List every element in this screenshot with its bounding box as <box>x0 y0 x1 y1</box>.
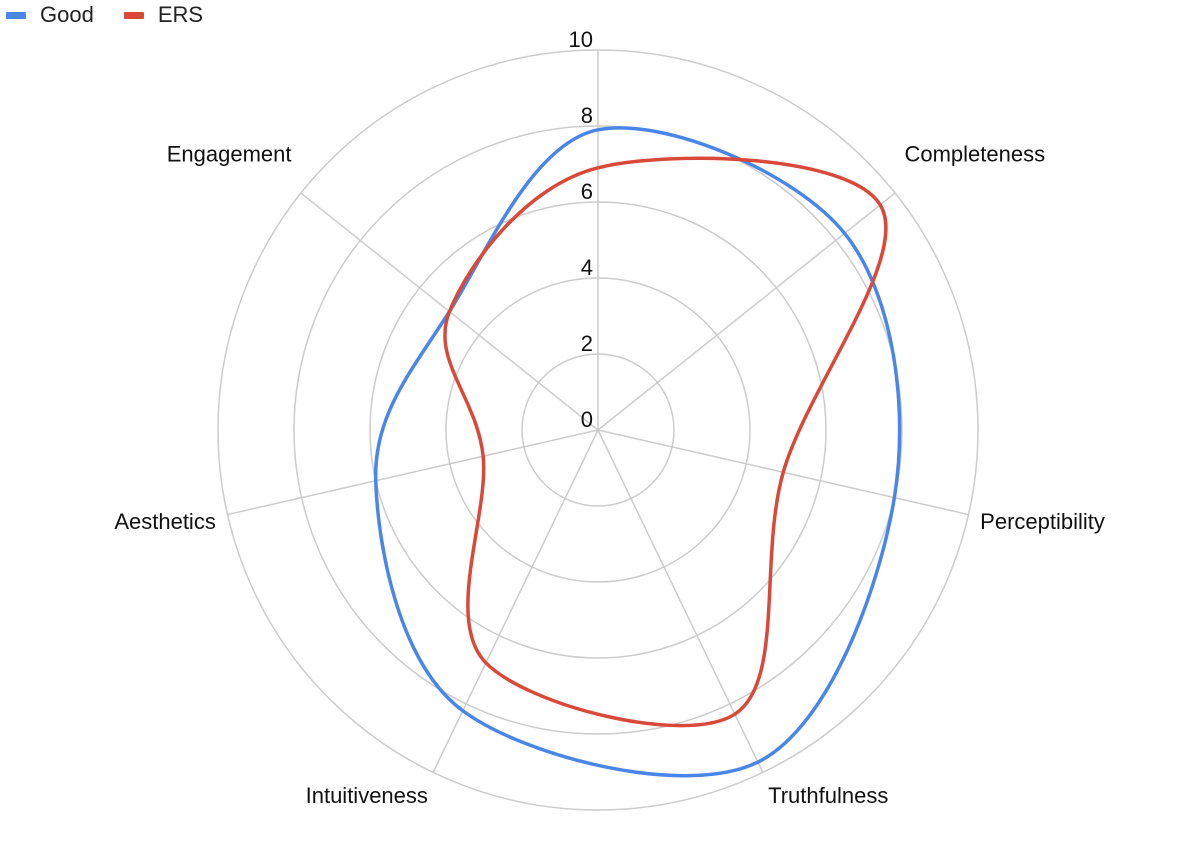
legend-label-good: Good <box>40 2 94 27</box>
spoke-5 <box>227 429 599 516</box>
radial-tick-label-0: 0 <box>581 407 593 432</box>
category-label-engagement: Engagement <box>167 141 292 166</box>
legend: Good ERS <box>6 2 233 28</box>
series-line-good <box>373 126 902 778</box>
series-line-ers <box>443 156 888 728</box>
category-label-aesthetics: Aesthetics <box>114 509 216 534</box>
radial-tick-label-8: 8 <box>581 103 593 128</box>
legend-swatch-ers <box>123 11 144 19</box>
legend-label-ers: ERS <box>157 2 204 27</box>
spoke-4 <box>432 429 599 773</box>
radial-tick-label-2: 2 <box>581 331 593 356</box>
radial-tick-label-4: 4 <box>581 255 593 280</box>
legend-swatch-good <box>6 11 26 19</box>
category-label-intuitiveness: Intuitiveness <box>306 783 428 808</box>
radial-tick-label-6: 6 <box>581 179 593 204</box>
category-label-truthfulness: Truthfulness <box>768 783 888 808</box>
legend-item-ers[interactable]: ERS <box>123 2 204 28</box>
category-label-perceptibility: Perceptibility <box>980 509 1105 534</box>
radial-tick-label-10: 10 <box>569 27 593 52</box>
category-label-completeness: Completeness <box>904 141 1045 166</box>
legend-item-good[interactable]: Good <box>6 2 94 28</box>
